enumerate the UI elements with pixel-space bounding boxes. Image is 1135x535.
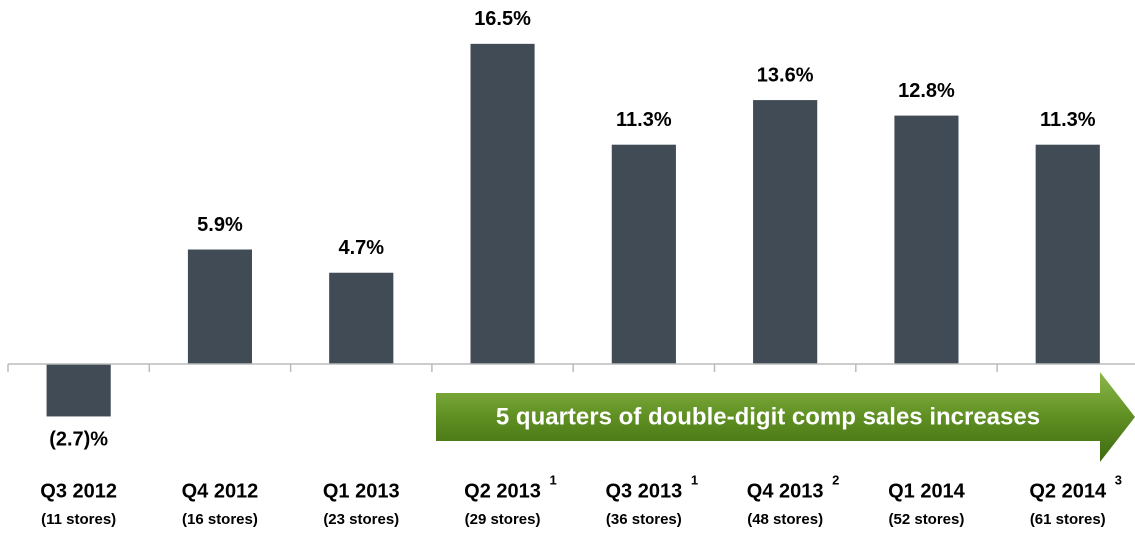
bar <box>1035 144 1100 364</box>
footnote: 3 <box>1115 472 1122 487</box>
sublabel: (11 stores) <box>41 511 116 528</box>
sublabel: (61 stores) <box>1030 511 1106 528</box>
bar <box>894 115 959 365</box>
bar <box>329 272 394 364</box>
sublabel: (29 stores) <box>465 511 541 528</box>
sublabel: (48 stores) <box>747 511 823 528</box>
value-label: 4.7% <box>338 237 384 259</box>
x-tick-label: Q4 2013 <box>747 480 824 502</box>
value-label: 13.6% <box>757 64 814 86</box>
x-tick-label: Q3 2013 <box>605 480 682 502</box>
value-label: 16.5% <box>474 8 531 30</box>
value-label: 11.3% <box>616 109 672 131</box>
x-tick-label: Q4 2012 <box>182 480 259 502</box>
bar <box>46 364 111 417</box>
footnote: 2 <box>832 472 839 487</box>
sublabel: (16 stores) <box>182 511 258 528</box>
bar <box>187 249 252 364</box>
value-label: 5.9% <box>197 214 243 236</box>
annotation: 5 quarters of double-digit comp sales in… <box>496 403 1040 430</box>
value-label: 12.8% <box>898 80 955 102</box>
arrow <box>436 372 1135 462</box>
value-label: 11.3% <box>1040 109 1096 131</box>
sublabel: (36 stores) <box>606 511 682 528</box>
sublabel: (23 stores) <box>323 511 399 528</box>
x-tick-label: Q3 2012 <box>40 480 117 502</box>
x-tick-label: Q2 2013 <box>464 480 541 502</box>
sublabel: (52 stores) <box>889 511 965 528</box>
footnote: 1 <box>691 472 698 487</box>
x-tick-label: Q2 2014 <box>1029 480 1107 502</box>
footnote: 1 <box>550 472 557 487</box>
x-tick-label: Q1 2014 <box>888 480 966 502</box>
x-tick-label: Q1 2013 <box>323 480 400 502</box>
bar <box>753 100 818 364</box>
bar <box>611 144 676 364</box>
value-label: (2.7)% <box>49 429 108 451</box>
bar <box>470 43 535 365</box>
